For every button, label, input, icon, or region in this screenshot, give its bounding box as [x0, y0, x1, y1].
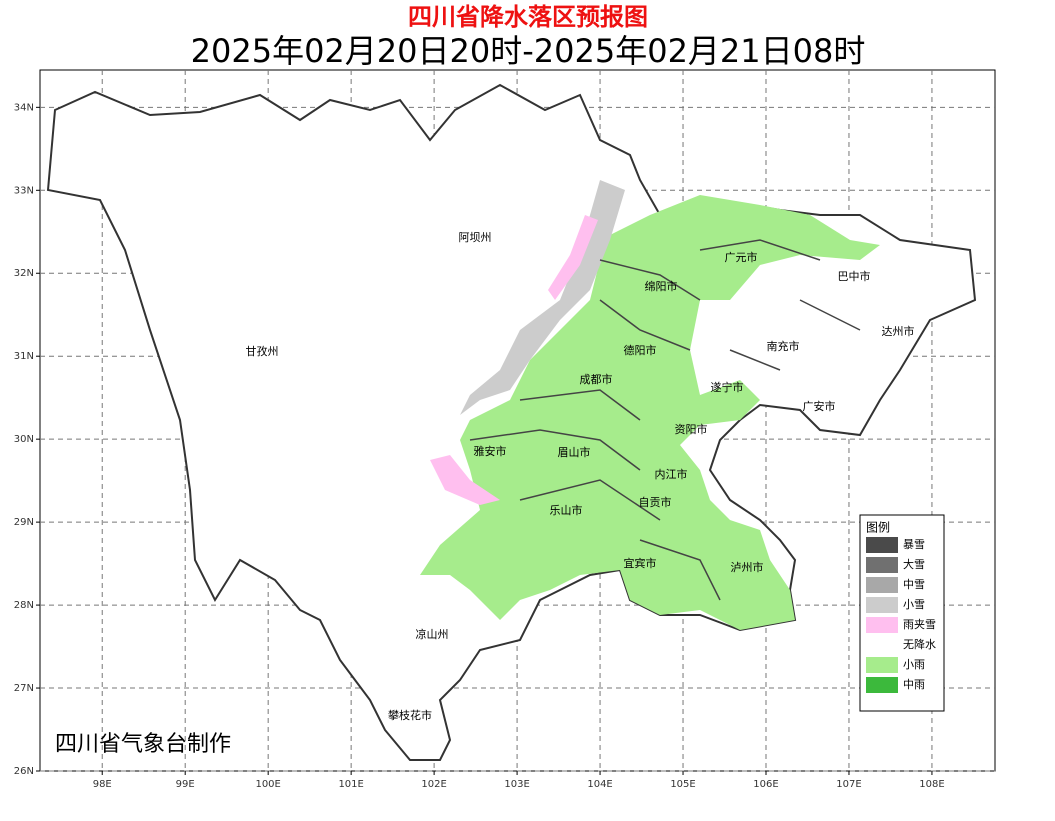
y-tick-label: 34N — [14, 102, 34, 113]
place-label: 绵阳市 — [645, 279, 678, 293]
y-tick-label: 27N — [14, 683, 34, 694]
legend-label: 雨夹雪 — [903, 618, 936, 631]
subtitle: 2025年02月20日20时-2025年02月21日08时 — [191, 32, 866, 70]
x-tick-label: 105E — [670, 779, 695, 790]
legend-label: 无降水 — [903, 637, 936, 651]
legend-label: 中雪 — [903, 578, 925, 591]
legend-label: 暴雪 — [903, 538, 925, 551]
x-tick-label: 103E — [504, 779, 529, 790]
x-tick-label: 99E — [176, 779, 195, 790]
place-label: 自贡市 — [639, 495, 672, 509]
legend-label: 小雪 — [903, 598, 925, 611]
place-label: 成都市 — [580, 372, 613, 386]
x-tick-label: 102E — [421, 779, 446, 790]
place-label: 遂宁市 — [711, 380, 744, 394]
place-labels: 阿坝州 甘孜州 凉山州 攀枝花市 雅安市 眉山市 乐山市 成都市 德阳市 绵阳市… — [246, 230, 915, 722]
place-label: 眉山市 — [558, 445, 591, 459]
legend-swatch — [866, 537, 898, 553]
sleet-area — [430, 215, 598, 505]
place-label: 达州市 — [882, 324, 915, 338]
x-tick-label: 106E — [753, 779, 778, 790]
x-tick-label: 101E — [338, 779, 363, 790]
x-tick-label: 108E — [919, 779, 944, 790]
light-rain-area — [420, 195, 880, 630]
legend-label: 大雪 — [903, 557, 925, 571]
legend-label: 小雨 — [903, 658, 925, 671]
place-label: 广安市 — [803, 399, 836, 413]
legend-title: 图例 — [866, 521, 890, 535]
place-label: 宜宾市 — [624, 556, 657, 570]
y-tick-label: 29N — [14, 517, 34, 528]
legend-label: 中雨 — [903, 678, 925, 691]
place-label: 巴中市 — [838, 269, 871, 283]
x-tick-label: 107E — [836, 779, 861, 790]
y-tick-label: 26N — [14, 766, 34, 777]
x-tick-label: 100E — [255, 779, 280, 790]
y-tick-label: 31N — [14, 351, 34, 362]
y-tick-label: 28N — [14, 600, 34, 611]
place-label: 乐山市 — [550, 503, 583, 517]
legend-swatch — [866, 597, 898, 613]
title: 四川省降水落区预报图 — [408, 3, 648, 31]
legend-swatch — [866, 677, 898, 693]
legend-swatch — [866, 557, 898, 573]
place-label: 内江市 — [655, 467, 688, 481]
legend-swatch — [866, 637, 898, 653]
place-label: 凉山州 — [416, 627, 449, 641]
legend-swatch — [866, 657, 898, 673]
place-label: 泸州市 — [731, 560, 764, 574]
prefecture-borders — [469, 239, 861, 601]
place-label: 南充市 — [767, 339, 800, 353]
x-tick-label: 98E — [93, 779, 112, 790]
place-label: 阿坝州 — [459, 230, 492, 244]
legend-swatch — [866, 617, 898, 633]
credit: 四川省气象台制作 — [55, 732, 231, 757]
place-label: 资阳市 — [675, 422, 708, 436]
x-tick-label: 104E — [587, 779, 612, 790]
y-tick-label: 30N — [14, 434, 34, 445]
place-label: 甘孜州 — [246, 344, 279, 358]
place-label: 德阳市 — [624, 343, 657, 357]
place-label: 攀枝花市 — [388, 708, 432, 722]
legend-swatch — [866, 577, 898, 593]
y-tick-label: 32N — [14, 268, 34, 279]
place-label: 广元市 — [725, 250, 758, 264]
y-tick-label: 33N — [14, 185, 34, 196]
place-label: 雅安市 — [474, 444, 507, 458]
axis-ticks: 98E 99E 100E 101E 102E 103E 104E 105E 106E 107E 10… — [14, 102, 945, 790]
